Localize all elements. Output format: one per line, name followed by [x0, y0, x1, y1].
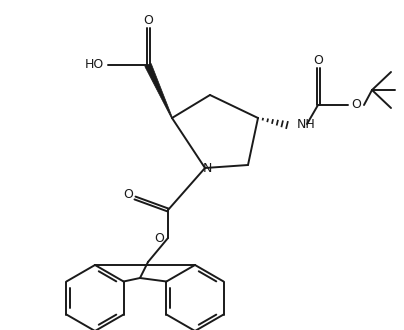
- Text: O: O: [154, 232, 164, 245]
- Text: O: O: [313, 53, 323, 67]
- Text: NH: NH: [297, 117, 316, 130]
- Polygon shape: [145, 64, 173, 118]
- Text: N: N: [202, 161, 212, 175]
- Text: O: O: [123, 188, 133, 202]
- Text: HO: HO: [84, 58, 103, 72]
- Text: O: O: [351, 97, 361, 111]
- Text: O: O: [143, 14, 153, 26]
